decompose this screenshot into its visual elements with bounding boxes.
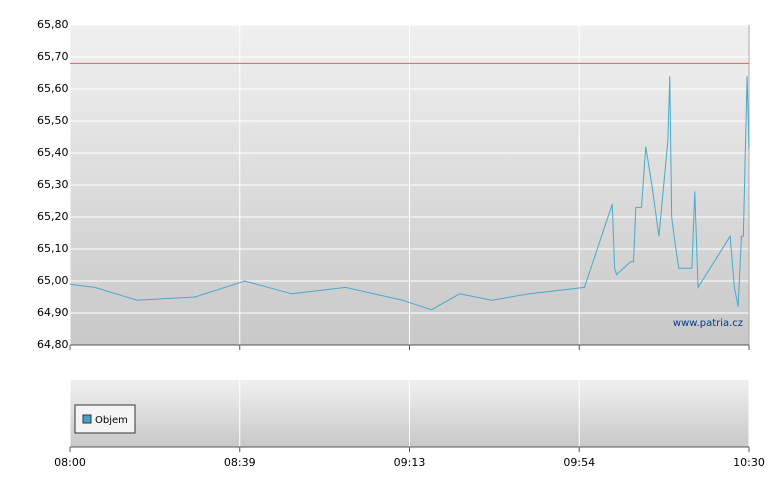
x-tick-label: 09:54	[563, 456, 595, 469]
y-tick-label: 65,00	[37, 274, 69, 287]
x-tick-label: 10:30	[733, 456, 765, 469]
x-tick-label: 08:00	[54, 456, 86, 469]
y-tick-label: 65,80	[37, 18, 69, 31]
y-tick-label: 64,80	[37, 338, 69, 351]
legend-swatch	[82, 414, 92, 424]
watermark: www.patria.cz	[673, 318, 743, 329]
legend-label: Objem	[95, 415, 128, 426]
y-tick-label: 65,40	[37, 146, 69, 159]
price-line	[69, 76, 750, 311]
y-tick-label: 65,50	[37, 114, 69, 127]
y-tick-label: 65,10	[37, 242, 69, 255]
x-tick-label: 09:13	[394, 456, 426, 469]
y-tick-label: 65,70	[37, 50, 69, 63]
y-tick-label: 65,60	[37, 82, 69, 95]
y-tick-label: 64,90	[37, 306, 69, 319]
x-tick-label: 08:39	[224, 456, 256, 469]
y-tick-label: 65,20	[37, 210, 69, 223]
y-tick-label: 65,30	[37, 178, 69, 191]
